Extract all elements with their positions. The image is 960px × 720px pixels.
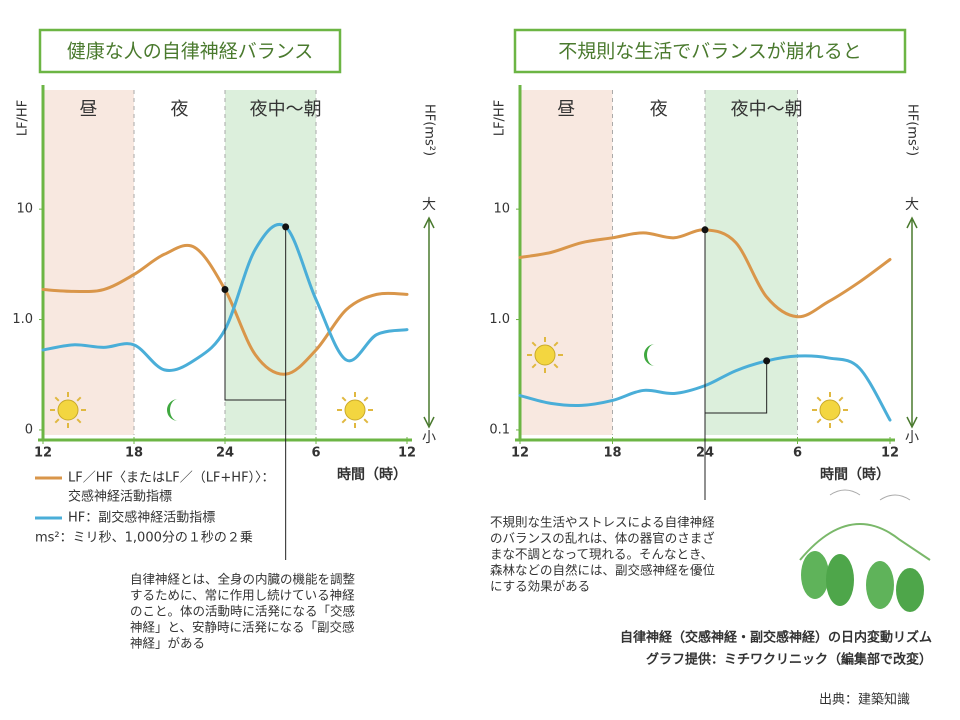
annotation-line: 不規則な生活やストレスによる自律神経	[490, 515, 715, 530]
sun-ray	[341, 396, 347, 402]
x-axis-label: 時間（時）	[820, 466, 890, 483]
annotation-line: 森林などの自然には、副交感神経を優位	[490, 563, 715, 578]
chart-title: 不規則な生活でバランスが崩れると	[558, 41, 862, 63]
legend-label: HF：副交感神経活動指標	[68, 510, 215, 526]
night-band	[705, 90, 798, 435]
sun-icon	[50, 392, 86, 428]
sun	[57, 399, 79, 421]
x-tick-label: 18	[603, 446, 621, 461]
x-tick-label: 18	[125, 446, 143, 461]
y-tick-label: 1.0	[489, 312, 510, 327]
period-label: 昼	[557, 99, 575, 120]
legend-note: ms²：ミリ秒、1,000分の１秒の２乗	[35, 531, 253, 546]
sun-ray	[816, 418, 822, 424]
annotation-line: 神経」がある	[130, 636, 205, 651]
sun-ray	[816, 396, 822, 402]
sun-ray	[838, 396, 844, 402]
sun-ray	[553, 363, 559, 369]
moon-icon	[644, 344, 655, 366]
annotation-line: するために、常に作用し続けている神経	[130, 588, 355, 603]
sun-ray	[76, 396, 82, 402]
annotation-line: 神経」と、安静時に活発になる「副交感	[130, 620, 355, 635]
caption: グラフ提供：ミチワクリニック（編集部で改変）	[646, 652, 932, 668]
x-tick-label: 24	[216, 446, 234, 461]
highlight-dot	[701, 226, 709, 234]
forest	[799, 489, 931, 612]
legend-description: 交感神経活動指標	[68, 489, 172, 505]
y2-arrow-head	[906, 216, 918, 429]
y2-top-label: 大	[905, 197, 919, 213]
y-tick-label: 1.0	[12, 312, 33, 327]
y-axis-label: LF/HF	[16, 100, 31, 136]
title-box	[513, 28, 907, 74]
y2-axis-label: HF(ms²)	[422, 104, 437, 156]
x-tick-label: 12	[881, 446, 899, 461]
day-band	[43, 90, 134, 435]
x-tick-label: 12	[398, 446, 416, 461]
annotation-line: 自律神経とは、全身の内臓の機能を調整	[130, 572, 356, 587]
y2-axis-label: HF(ms²)	[905, 104, 920, 156]
sun-ray	[341, 418, 347, 424]
connector	[704, 229, 768, 500]
sun-icon	[337, 392, 373, 428]
sun-ray	[531, 341, 537, 347]
connector	[224, 226, 287, 560]
sun-ray	[838, 418, 844, 424]
y2-bottom-label: 小	[422, 430, 436, 446]
annotation-line: まな不調となって現れる。そんなとき、	[490, 547, 713, 562]
y-tick-label: 0	[25, 422, 33, 437]
y-axis-label: LF/HF	[493, 100, 508, 136]
annotation-line: のこと。体の活動時に活発になる「交感	[130, 604, 355, 619]
sun-ray	[553, 341, 559, 347]
y-tick-label: 0.1	[489, 422, 510, 437]
x-tick-label: 6	[311, 446, 320, 461]
annotation-line: にする効果がある	[490, 579, 590, 594]
sun-ray	[76, 418, 82, 424]
moon-icon	[167, 399, 178, 421]
caption: 自律神経（交感神経・副交感神経）の日内変動リズム	[620, 630, 932, 646]
x-axis-label: 時間（時）	[337, 466, 407, 483]
sun-icon	[812, 392, 848, 428]
sun-icon	[527, 337, 563, 373]
legend-label: LF／HF〈またはLF／（LF+HF）〉：	[68, 471, 275, 486]
period-label: 夜中～朝	[731, 99, 803, 120]
y2-bottom-label: 小	[905, 430, 919, 446]
sun	[819, 399, 841, 421]
day-band	[520, 90, 613, 435]
sun	[534, 344, 556, 366]
highlight-dot	[221, 286, 229, 294]
period-label: 夜中～朝	[250, 99, 322, 120]
y-tick-label: 10	[16, 202, 33, 217]
x-tick-label: 12	[511, 446, 529, 461]
sun-ray	[54, 418, 60, 424]
annotation-line: のバランスの乱れは、体の器官のさまざ	[490, 531, 715, 546]
period-label: 夜	[171, 99, 189, 120]
highlight-dot	[282, 223, 290, 231]
x-tick-label: 12	[34, 446, 52, 461]
sun-ray	[54, 396, 60, 402]
y2-top-label: 大	[422, 197, 436, 213]
sun-ray	[363, 396, 369, 402]
x-tick-label: 6	[793, 446, 802, 461]
period-label: 昼	[80, 99, 98, 120]
source: 出典：建築知識	[819, 692, 910, 708]
highlight-dot	[763, 357, 771, 365]
sun	[344, 399, 366, 421]
sun-ray	[363, 418, 369, 424]
title-box	[38, 28, 342, 74]
sun-ray	[531, 363, 537, 369]
period-label: 夜	[650, 99, 668, 120]
series-line	[41, 222, 409, 372]
y2-arrow-head	[423, 216, 435, 429]
y-tick-label: 10	[493, 202, 510, 217]
chart-title: 健康な人の自律神経バランス	[67, 41, 314, 63]
